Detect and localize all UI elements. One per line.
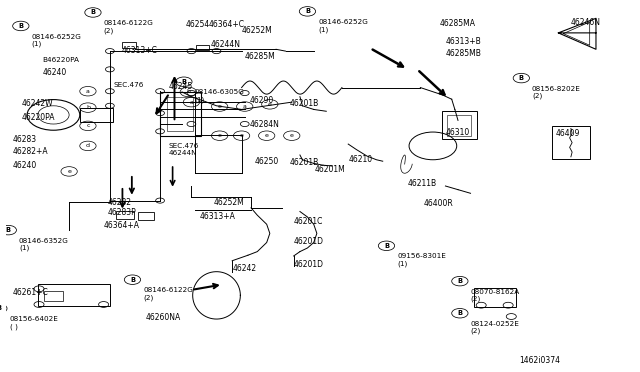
Text: 46313+C: 46313+C — [121, 46, 157, 55]
Text: 46242: 46242 — [232, 264, 256, 273]
Text: e: e — [265, 133, 269, 138]
Text: 08146-6122G
(2): 08146-6122G (2) — [104, 20, 154, 33]
Text: 46240: 46240 — [13, 161, 37, 170]
Text: 08146-6352G
(1): 08146-6352G (1) — [19, 238, 69, 251]
Text: SEC.476
46244N: SEC.476 46244N — [168, 143, 198, 156]
Text: 46201D: 46201D — [294, 237, 324, 246]
Text: B: B — [384, 243, 389, 249]
Text: a: a — [189, 100, 193, 105]
Text: B46220PA: B46220PA — [42, 57, 79, 62]
Text: 08146-6252G
(1): 08146-6252G (1) — [318, 19, 368, 32]
Bar — [44, 291, 63, 301]
Text: 46285MB: 46285MB — [445, 49, 481, 58]
Text: 46364+A: 46364+A — [104, 221, 140, 230]
Text: 1462i0374: 1462i0374 — [520, 356, 561, 365]
Text: B: B — [305, 9, 310, 15]
Text: 46246N: 46246N — [571, 18, 601, 27]
Text: 08156-6402E
( ): 08156-6402E ( ) — [10, 316, 58, 330]
Text: 08070-8162A
(2): 08070-8162A (2) — [470, 289, 520, 302]
Text: 46284N: 46284N — [250, 121, 280, 129]
Text: 08146-6305G
(1): 08146-6305G (1) — [195, 89, 244, 103]
Text: e: e — [290, 133, 294, 138]
Text: 46201B: 46201B — [290, 158, 319, 167]
Text: 46252M: 46252M — [213, 198, 244, 207]
Text: 46409: 46409 — [556, 129, 580, 138]
Text: B: B — [19, 23, 23, 29]
Text: 46201B: 46201B — [290, 99, 319, 108]
Text: 46242W: 46242W — [22, 99, 54, 108]
Text: 46282
46283P: 46282 46283P — [108, 198, 137, 217]
Text: e: e — [268, 102, 272, 107]
Text: 46244N: 46244N — [211, 40, 240, 49]
Text: 46201C: 46201C — [294, 217, 323, 226]
Text: 46285M: 46285M — [244, 52, 275, 61]
Text: b: b — [86, 105, 90, 110]
Bar — [160, 92, 201, 136]
Bar — [167, 97, 193, 131]
Text: B: B — [181, 79, 186, 85]
Text: 46220PA: 46220PA — [22, 113, 56, 122]
Text: 46250: 46250 — [254, 157, 278, 166]
Text: 46285MA: 46285MA — [439, 19, 475, 28]
Text: e: e — [218, 104, 221, 109]
Text: 46364+C: 46364+C — [209, 20, 245, 29]
Text: 46201M: 46201M — [315, 165, 346, 174]
Text: 46282+A: 46282+A — [13, 147, 48, 155]
Text: e: e — [239, 133, 244, 138]
Text: B: B — [90, 9, 95, 16]
Text: 46254: 46254 — [185, 20, 209, 29]
Text: 08124-0252E
(2): 08124-0252E (2) — [470, 321, 520, 334]
Bar — [196, 45, 209, 50]
Text: 46260NA: 46260NA — [146, 313, 181, 322]
Bar — [474, 288, 516, 307]
Text: B: B — [519, 75, 524, 81]
Bar — [38, 285, 110, 306]
Text: 46211B: 46211B — [408, 179, 437, 188]
Bar — [116, 211, 134, 219]
Text: 46400R: 46400R — [424, 199, 453, 208]
Text: 08146-6122G
(2): 08146-6122G (2) — [143, 287, 193, 301]
Text: 46290: 46290 — [250, 96, 274, 105]
Bar — [442, 111, 477, 139]
Text: d: d — [86, 143, 90, 148]
Text: 46313+B: 46313+B — [445, 37, 481, 46]
Bar — [81, 108, 113, 122]
Text: B: B — [130, 277, 135, 283]
Text: 46201D: 46201D — [294, 260, 324, 269]
Text: e: e — [218, 133, 221, 138]
Text: 08156-8202E
(2): 08156-8202E (2) — [532, 86, 581, 99]
Text: B: B — [458, 310, 462, 316]
Text: 46283: 46283 — [13, 135, 36, 144]
Text: SEC.476: SEC.476 — [113, 82, 143, 88]
Text: 46240: 46240 — [42, 68, 67, 77]
Text: 09156-8301E
(1): 09156-8301E (1) — [397, 253, 446, 267]
Text: 46310: 46310 — [445, 128, 470, 137]
Text: B: B — [458, 278, 462, 284]
Text: 46313+A: 46313+A — [200, 212, 236, 221]
Text: a: a — [243, 104, 246, 109]
Bar — [447, 115, 471, 136]
Text: 46252M: 46252M — [242, 26, 273, 35]
Text: 46210: 46210 — [348, 155, 372, 164]
Text: 08146-6252G
(1): 08146-6252G (1) — [31, 33, 81, 47]
Text: 46245: 46245 — [168, 82, 193, 91]
Text: c: c — [86, 124, 90, 128]
Text: e: e — [67, 169, 71, 174]
Bar — [138, 212, 154, 219]
Text: 46261+C: 46261+C — [13, 288, 49, 297]
Text: B: B — [6, 227, 11, 233]
Bar — [552, 126, 589, 159]
Text: B: B — [0, 305, 1, 311]
Bar — [122, 42, 136, 48]
Text: a: a — [86, 89, 90, 94]
Text: h: h — [186, 89, 190, 94]
